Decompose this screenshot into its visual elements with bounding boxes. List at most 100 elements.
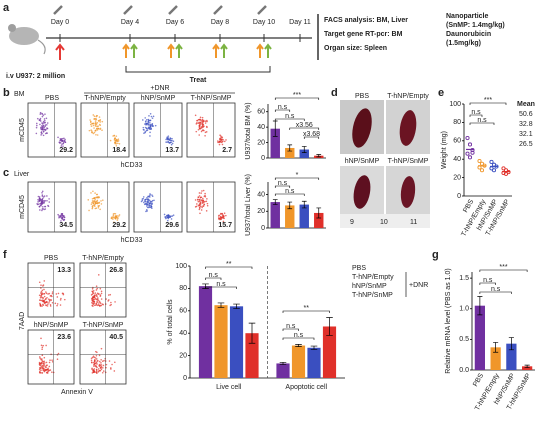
flow-dot	[51, 359, 53, 361]
flow-dot	[144, 199, 147, 201]
flow-dot	[165, 141, 167, 143]
bar	[276, 363, 290, 378]
sig-bracket	[274, 118, 305, 121]
flow-dot	[217, 218, 220, 220]
flow-dot	[96, 287, 99, 290]
flow-dot	[45, 292, 48, 295]
bar	[285, 205, 295, 228]
flow-dot	[100, 298, 103, 300]
day-label: Day 6	[166, 19, 184, 26]
flow-dot	[96, 202, 98, 205]
tissue-label: BM	[14, 91, 25, 98]
flow-dot	[202, 119, 205, 122]
flow-dot	[221, 212, 223, 215]
flow-dot	[110, 367, 112, 369]
flow-dot	[57, 292, 60, 295]
flow-dot	[42, 304, 45, 306]
flow-dot	[40, 202, 42, 205]
flow-dot	[41, 208, 44, 210]
flow-frame	[133, 181, 183, 233]
flow-dot	[43, 360, 46, 363]
flow-dot	[93, 122, 95, 125]
flow-dot	[45, 124, 48, 126]
flow-dot	[51, 295, 53, 298]
y-tick-label: 40	[179, 330, 187, 337]
y-tick-label: 0	[183, 375, 187, 382]
sig-bracket	[289, 127, 320, 130]
flow-dot	[197, 200, 200, 203]
flow-dot	[200, 192, 202, 194]
timeline-legend: Daunorubicin	[446, 31, 491, 38]
flow-dot	[221, 143, 224, 146]
flow-dot	[43, 301, 46, 303]
flow-dot	[48, 361, 51, 364]
sig-bracket	[282, 328, 299, 331]
flow-dot	[222, 217, 225, 219]
flow-dot	[39, 357, 42, 360]
flow-dot	[201, 116, 204, 119]
flow-dot	[41, 365, 43, 368]
flow-dot	[96, 129, 99, 131]
flow-dot	[154, 124, 157, 127]
flow-title: hNP/SnMP	[34, 322, 69, 329]
bar	[299, 204, 309, 228]
flow-dot	[36, 203, 39, 206]
flow-dot	[63, 139, 66, 142]
flow-dot	[40, 361, 43, 364]
x-tick-label: Apoptotic cell	[285, 384, 327, 391]
point	[465, 135, 470, 141]
flow-dot	[49, 305, 52, 307]
day-label: Day 4	[121, 19, 139, 26]
flow-dot	[50, 298, 52, 301]
y-tick-label: 80	[179, 285, 187, 292]
flow-dot	[47, 293, 49, 295]
flow-dot	[169, 139, 171, 142]
flow-dot	[44, 205, 46, 208]
flow-dot	[98, 360, 101, 363]
error-bar	[326, 317, 333, 336]
panel-label: b	[3, 87, 10, 99]
flow-dot	[225, 139, 227, 141]
flow-dot	[63, 137, 65, 140]
sig-label: **	[304, 305, 310, 312]
sig-label: n.s	[278, 104, 288, 111]
flow-dot	[39, 197, 41, 200]
flow-dot	[200, 130, 203, 133]
flow-y-label: mCD45	[19, 195, 26, 219]
flow-dot	[46, 368, 49, 371]
photo-label: T-hNP/Empty	[387, 93, 429, 100]
point	[489, 159, 494, 165]
flow-dot	[116, 142, 119, 145]
flow-dot	[102, 370, 105, 372]
flow-dot	[93, 127, 95, 129]
flow-dot	[113, 370, 116, 372]
flow-dot	[205, 125, 208, 128]
flow-dot	[220, 138, 223, 141]
flow-dot	[140, 200, 143, 203]
flow-dot	[170, 218, 173, 220]
flow-dot	[97, 119, 100, 122]
flow-dot	[163, 213, 166, 216]
flow-dot	[62, 292, 65, 295]
flow-dot	[44, 129, 47, 132]
flow-dot	[147, 124, 150, 126]
nanoparticle-arrow	[167, 43, 175, 58]
flow-dot	[112, 135, 114, 137]
flow-dot	[41, 194, 44, 196]
y-tick-label: 1.5	[459, 275, 469, 282]
flow-title: T-hNP/Empty	[84, 95, 126, 102]
flow-dot	[204, 200, 206, 203]
flow-dot	[110, 303, 112, 306]
flow-dot	[44, 124, 47, 126]
flow-dot	[94, 122, 97, 125]
flow-dot	[100, 368, 103, 371]
flow-dot	[42, 364, 45, 366]
flow-dot	[43, 118, 46, 120]
flow-x-label: hCD33	[121, 162, 143, 169]
flow-dot	[45, 301, 48, 303]
y-axis-label: Relative mRNA level (PBS as 1.0)	[445, 268, 452, 373]
flow-dot	[144, 200, 147, 203]
flow-dot	[218, 143, 221, 146]
flow-dot	[95, 285, 98, 288]
